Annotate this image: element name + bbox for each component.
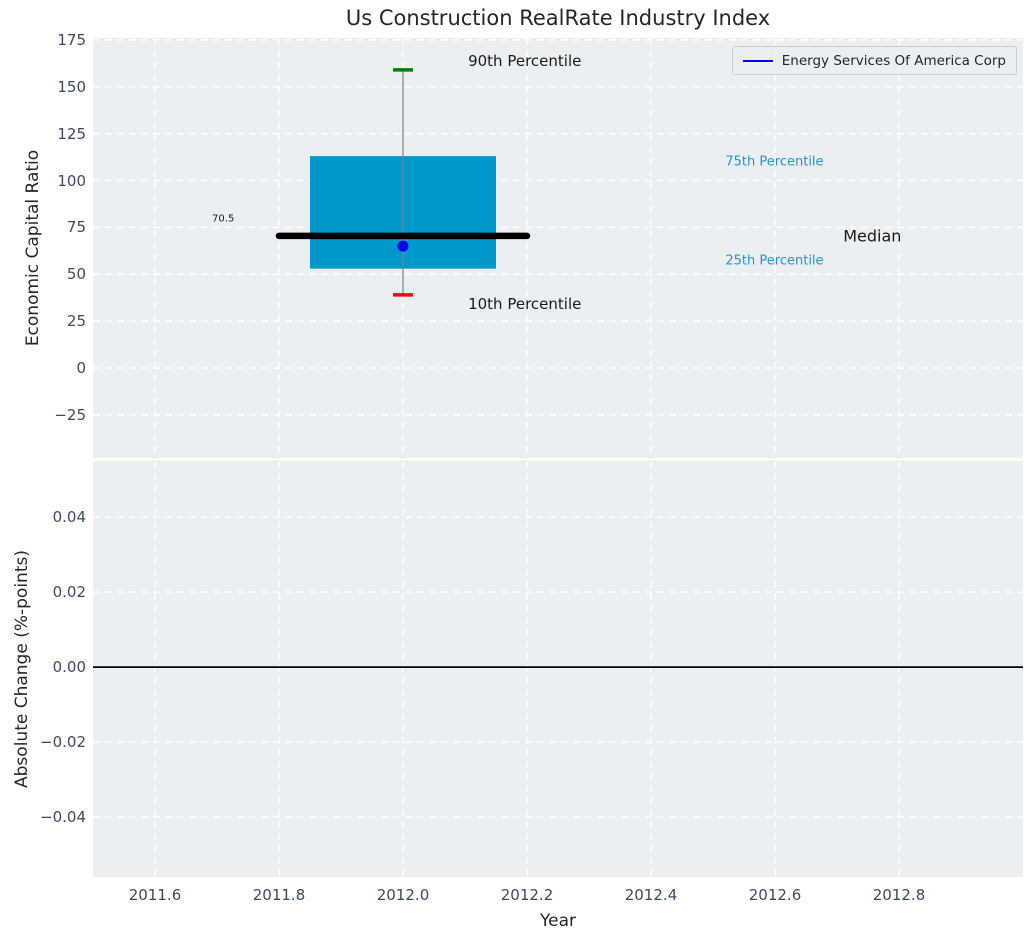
- bottom-y-tick-label: 0.04: [52, 508, 86, 527]
- legend: Energy Services Of America Corp: [731, 46, 1017, 75]
- x-tick-label: 2012.0: [376, 886, 430, 904]
- annotation-25th-percentile: 25th Percentile: [725, 253, 824, 269]
- top-y-tick-label: 125: [57, 124, 86, 143]
- x-tick-label: 2012.6: [748, 886, 802, 904]
- annotation-75th-percentile: 75th Percentile: [725, 154, 824, 170]
- annotation-median-value: 70.5: [212, 213, 235, 225]
- top-y-tick-label: 0: [76, 359, 86, 377]
- top-plot-canvas: [93, 38, 1023, 458]
- bottom-y-tick-label: 0.00: [52, 658, 86, 677]
- x-tick-label: 2012.4: [624, 886, 678, 904]
- top-y-tick-label: 100: [57, 171, 86, 190]
- x-tick-label: 2012.8: [872, 886, 926, 904]
- x-tick-label: 2012.2: [500, 886, 554, 904]
- legend-label: Energy Services Of America Corp: [781, 52, 1006, 69]
- chart-title: Us Construction RealRate Industry Index: [345, 6, 771, 30]
- bottom-y-tick-label: −0.04: [40, 808, 86, 827]
- x-tick-label: 2011.6: [128, 886, 182, 904]
- x-axis-label: Year: [540, 911, 576, 931]
- top-y-tick-label: 75: [66, 218, 86, 237]
- top-y-tick-label: 175: [57, 30, 86, 49]
- annotation-median: Median: [843, 226, 902, 246]
- annotation-10th-percentile: 10th Percentile: [468, 295, 582, 314]
- legend-line-sample: [742, 59, 773, 62]
- top-y-tick-label: 25: [66, 312, 86, 331]
- top-plot-area: [93, 38, 1023, 458]
- company-point: [397, 240, 409, 252]
- bottom-plot-canvas: [93, 461, 1023, 877]
- top-y-tick-label: 50: [66, 265, 86, 284]
- x-tick-label: 2011.8: [252, 886, 306, 904]
- bottom-plot-area: [93, 461, 1023, 877]
- bottom-y-tick-label: 0.02: [52, 583, 86, 602]
- annotation-90th-percentile: 90th Percentile: [468, 52, 582, 71]
- top-y-tick-label: −25: [54, 405, 86, 424]
- top-y-tick-label: 150: [57, 77, 86, 96]
- bottom-y-tick-label: −0.02: [40, 733, 86, 752]
